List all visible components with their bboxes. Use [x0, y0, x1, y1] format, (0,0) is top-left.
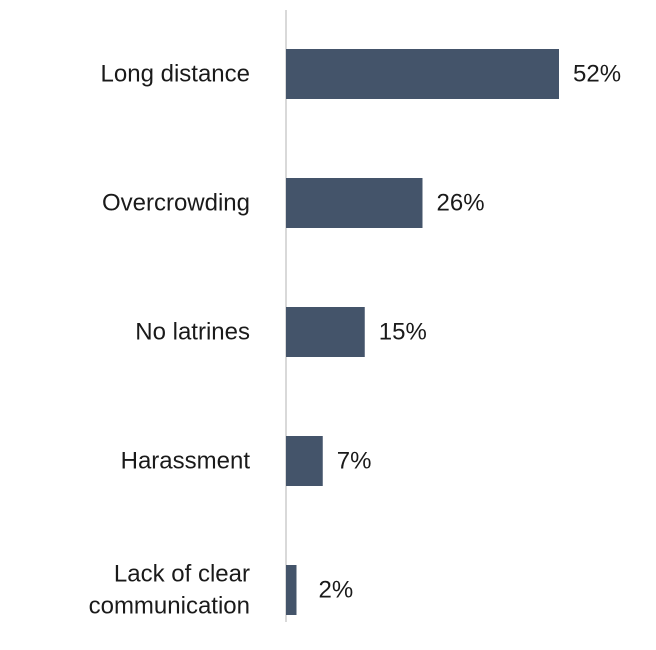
- bar-5: [286, 565, 297, 615]
- value-label: 2%: [319, 577, 354, 604]
- category-label-line: Overcrowding: [102, 190, 250, 217]
- bar-3: [286, 307, 365, 357]
- bar-1: [286, 49, 559, 99]
- category-label: Overcrowding: [102, 190, 250, 217]
- category-label-line: communication: [89, 593, 250, 620]
- bar-2: [286, 178, 423, 228]
- category-label: No latrines: [135, 319, 250, 346]
- category-label: Lack of clear communication: [89, 561, 250, 620]
- category-label-line: Harassment: [121, 448, 251, 475]
- category-label: Harassment: [121, 448, 251, 475]
- category-label-line: No latrines: [135, 319, 250, 346]
- category-label-line: Long distance: [101, 61, 250, 88]
- category-label: Long distance: [101, 61, 250, 88]
- bar-4: [286, 436, 323, 486]
- value-label: 15%: [379, 319, 427, 346]
- value-label: 52%: [573, 61, 621, 88]
- category-labels-group: Long distance Overcrowding No latrines Hara…: [89, 61, 251, 620]
- category-label-line: Lack of clear: [114, 561, 250, 588]
- bars-group: [286, 49, 559, 615]
- value-label: 7%: [337, 448, 372, 475]
- value-labels-group: 52% 26% 15% 7% 2%: [319, 61, 622, 604]
- value-label: 26%: [437, 190, 485, 217]
